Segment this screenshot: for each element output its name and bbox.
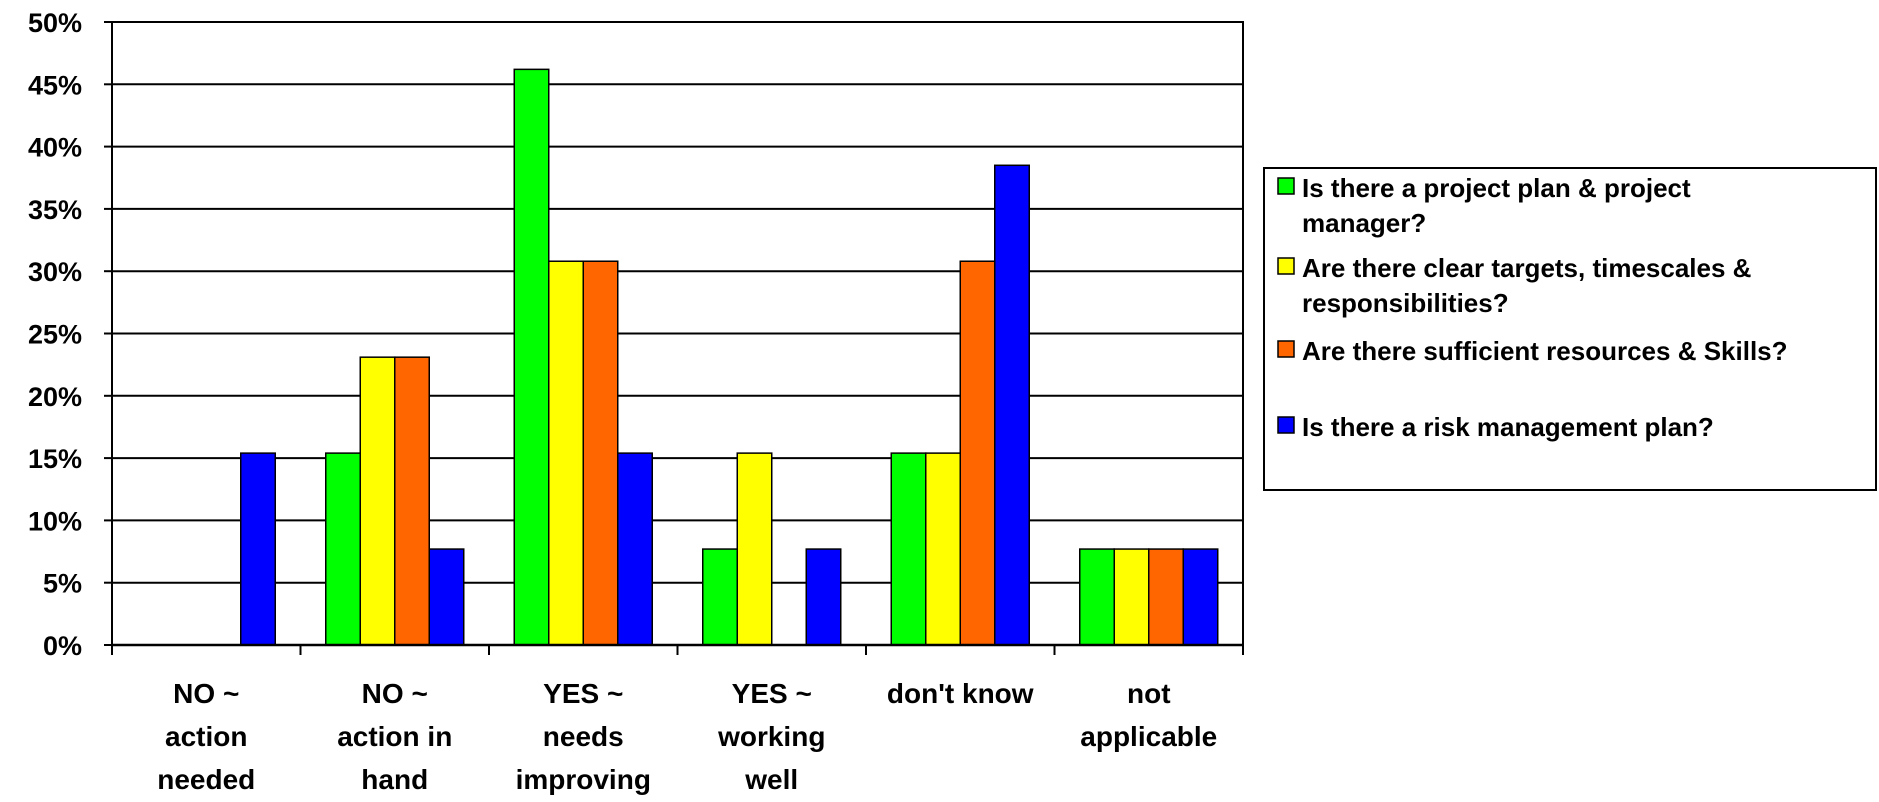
bar	[325, 452, 361, 646]
x-tick-label: NO ~ action in hand	[337, 678, 452, 795]
bar	[959, 260, 996, 646]
y-tick-label: 50%	[28, 8, 82, 38]
y-tick-label: 40%	[28, 133, 82, 163]
bar	[925, 452, 961, 646]
bar	[1079, 548, 1115, 646]
bar	[805, 548, 842, 646]
legend-entry-label: Is there a risk management plan?	[1302, 412, 1714, 442]
x-tick-label: YES ~ needs improving	[516, 678, 651, 795]
bar	[994, 164, 1030, 646]
y-tick-label: 5%	[43, 569, 82, 599]
x-tick-label: don't know	[887, 678, 1034, 709]
x-tick-label: NO ~ action needed	[157, 678, 255, 795]
bar	[513, 68, 550, 646]
legend-box	[1263, 167, 1877, 491]
legend-swatch	[1277, 177, 1295, 195]
y-tick-label: 35%	[28, 195, 82, 225]
legend-entry-label: Is there a project plan & project manager…	[1302, 173, 1691, 238]
bar	[359, 356, 396, 646]
y-tick-label: 20%	[28, 382, 82, 412]
gridlines	[112, 21, 1243, 584]
legend-entry-label: Are there clear targets, timescales & res…	[1302, 253, 1751, 318]
x-tick-label: YES ~ working well	[717, 678, 825, 795]
legend-swatch	[1277, 340, 1295, 358]
legend-swatch	[1277, 257, 1295, 275]
bar	[617, 452, 653, 646]
y-tick-label: 25%	[28, 320, 82, 350]
legend-entry-label: Are there sufficient resources & Skills?	[1302, 336, 1788, 366]
bar	[1148, 548, 1184, 646]
axes	[104, 21, 1244, 655]
bar	[394, 356, 430, 646]
y-tick-label: 10%	[28, 506, 82, 536]
y-tick-label: 0%	[43, 631, 82, 661]
bar	[548, 260, 584, 646]
bar	[890, 452, 927, 646]
y-tick-label: 15%	[28, 444, 82, 474]
bar	[1182, 548, 1219, 646]
bar	[736, 452, 773, 646]
bar	[1113, 548, 1150, 646]
bar	[428, 548, 465, 646]
legend: Is there a project plan & project manager…	[1263, 167, 1877, 491]
x-tick-labels: NO ~ action needed NO ~ action in hand YES ~ ne…	[157, 678, 1217, 795]
bars	[240, 68, 1219, 646]
legend-swatch	[1277, 416, 1295, 434]
bar	[702, 548, 738, 646]
y-tick-labels: 0% 5% 10% 15% 20% 25% 30% 35% 40% 45% 50%	[28, 8, 82, 661]
x-tick-label: not applicable	[1080, 678, 1217, 752]
y-tick-label: 45%	[28, 70, 82, 100]
y-tick-label: 30%	[28, 257, 82, 287]
bar	[240, 452, 276, 646]
bar	[582, 260, 619, 646]
